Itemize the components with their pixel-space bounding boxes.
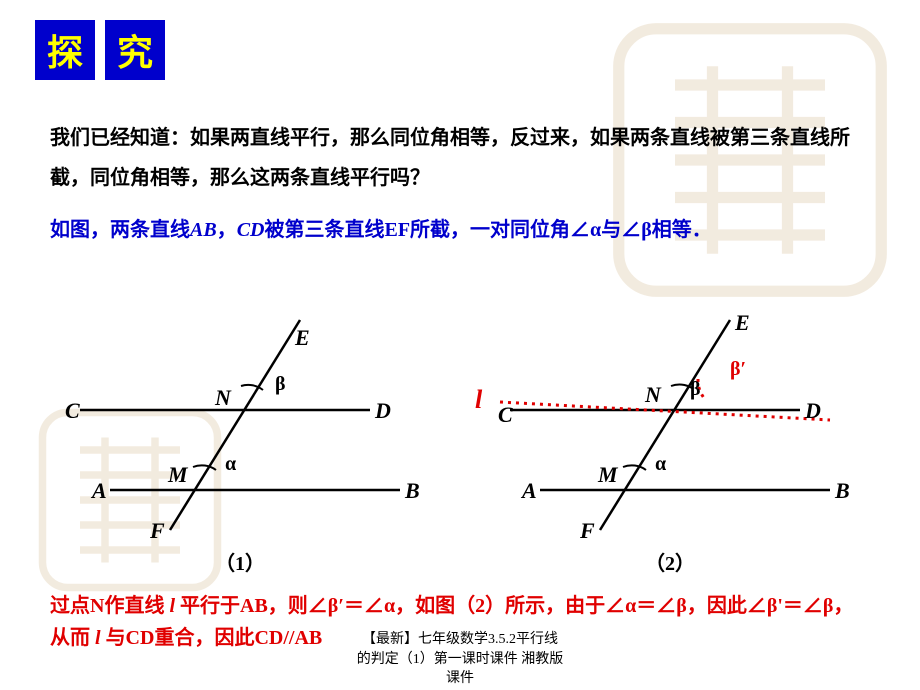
- p2-seg-c: 被第三条直线EF所截，一对同位角∠α与∠β相等．: [264, 219, 711, 241]
- fig1-B: B: [404, 478, 420, 503]
- p2-seg-a: 如图，两条直线: [50, 219, 190, 241]
- footer-line-2: 的判定（1）第一课时课件 湘教版: [0, 650, 920, 670]
- fig2-betaprime: β′: [730, 358, 746, 380]
- fig2-A: A: [520, 478, 537, 503]
- fig2-F: F: [579, 518, 595, 543]
- paragraph-1: 我们已经知道：如果两直线平行，那么同位角相等，反过来，如果两条直线被第三条直线所…: [50, 118, 870, 198]
- footer-line-3: 课件: [0, 669, 920, 689]
- p2-seg-b: ，: [217, 219, 237, 241]
- fig1-beta: β: [275, 373, 286, 395]
- fig1-C: C: [65, 398, 80, 423]
- fig2-E: E: [734, 310, 750, 335]
- title-char-2: 究: [105, 20, 165, 80]
- fig1-N: N: [214, 385, 232, 410]
- fig1-F: F: [149, 518, 165, 543]
- title-char-1: 探: [35, 20, 95, 80]
- p2-ab: AB: [190, 219, 217, 241]
- figure-2: E β′ β N l C D α M A B F （2）: [470, 290, 870, 560]
- fig1-M: M: [167, 462, 189, 487]
- paragraph-2: 如图，两条直线AB，CD被第三条直线EF所截，一对同位角∠α与∠β相等．: [50, 210, 810, 250]
- fig1-A: A: [90, 478, 107, 503]
- title-container: 探 究: [35, 20, 165, 80]
- fig2-alpha: α: [655, 453, 666, 475]
- p3-l: l: [169, 595, 180, 617]
- fig2-C: C: [498, 402, 513, 427]
- fig1-alpha: α: [225, 453, 236, 475]
- footer: 【最新】七年级数学3.5.2平行线 的判定（1）第一课时课件 湘教版 课件: [0, 630, 920, 689]
- p2-cd: CD: [237, 219, 265, 241]
- fig2-D: D: [804, 398, 821, 423]
- fig1-D: D: [374, 398, 391, 423]
- fig2-l: l: [475, 385, 483, 414]
- fig2-N: N: [644, 382, 662, 407]
- figure-1: E β N C D α M A B F （1）: [40, 290, 440, 560]
- fig2-M: M: [597, 462, 619, 487]
- figures-container: E β N C D α M A B F （1）: [40, 290, 890, 580]
- fig2-B: B: [834, 478, 850, 503]
- p3-seg-a: 过点N作直线: [50, 595, 169, 617]
- footer-line-1: 【最新】七年级数学3.5.2平行线: [0, 630, 920, 650]
- fig1-E: E: [294, 325, 310, 350]
- fig2-beta: β: [690, 378, 701, 400]
